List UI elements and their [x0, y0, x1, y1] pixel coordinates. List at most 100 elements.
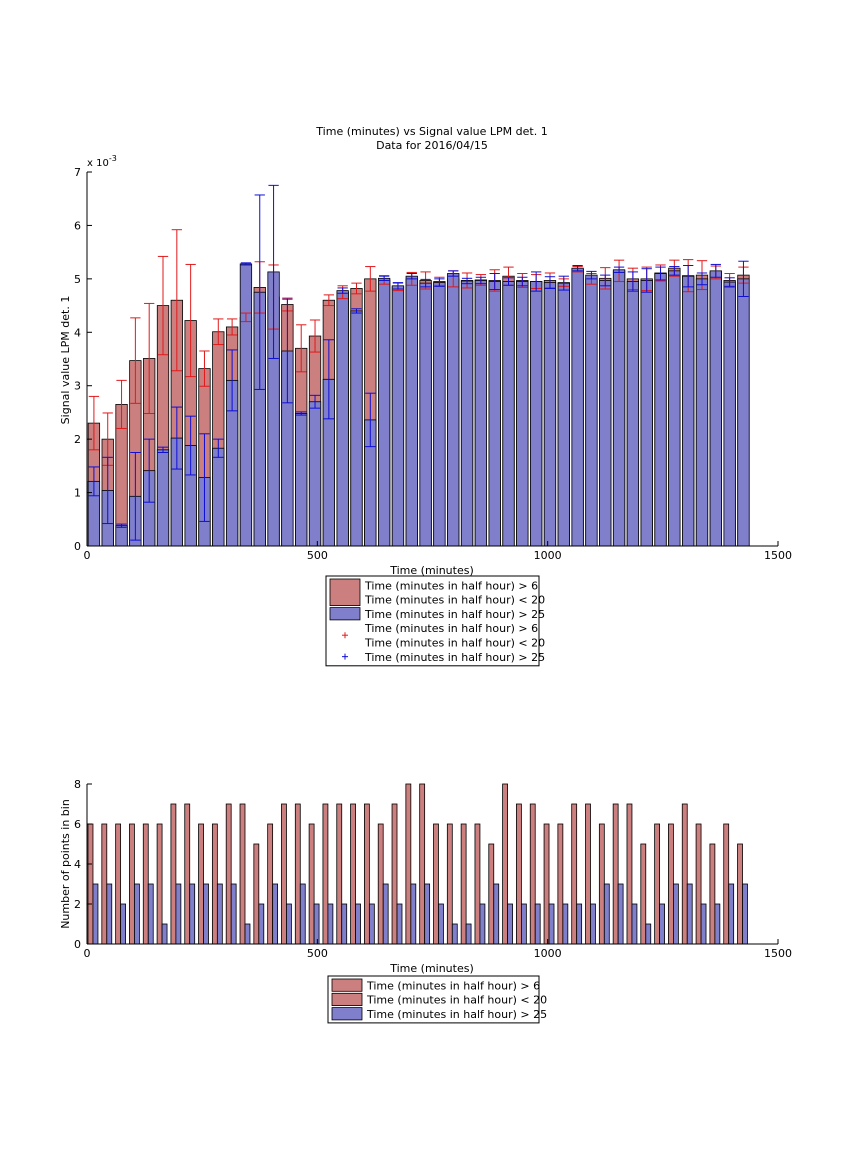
axes-layer: 0 500 1000 1500 0 2 4 6 8 [74, 778, 792, 960]
bar [239, 263, 253, 547]
x-tick-label: 500 [307, 947, 328, 960]
bar [668, 270, 681, 547]
bar [336, 803, 343, 945]
x-tick-label: 0 [84, 947, 91, 960]
bar [230, 883, 237, 945]
y-tick-label: 0 [74, 938, 81, 951]
bar [336, 290, 349, 547]
bar [626, 803, 633, 945]
bar [350, 310, 363, 547]
x-tick-label: 0 [84, 549, 91, 562]
bar [673, 883, 679, 945]
bar [92, 883, 99, 945]
bar [175, 883, 182, 945]
bar [419, 783, 426, 945]
bar [502, 783, 508, 945]
bar [562, 903, 569, 945]
bar [640, 843, 647, 945]
bar [106, 883, 113, 945]
bar [576, 903, 583, 945]
chart-subtitle: Data for 2016/04/15 [376, 139, 488, 152]
error-bars-layer [88, 184, 749, 541]
y-exponent-label: x 10-3 [87, 154, 117, 169]
bar [129, 823, 135, 945]
bar [465, 923, 472, 945]
legend-label: Time (minutes in half hour) > 25 [364, 651, 545, 664]
legend-swatch [331, 1007, 363, 1021]
bar [355, 903, 361, 945]
bar [645, 923, 652, 945]
bar [184, 803, 191, 945]
bar [405, 783, 412, 945]
bar [530, 281, 543, 547]
bar [723, 823, 730, 945]
bar [244, 923, 251, 945]
bar [368, 903, 375, 945]
bar [198, 823, 204, 945]
bar [571, 803, 578, 945]
bar [272, 883, 279, 945]
bar [363, 803, 370, 945]
y-tick-label: 6 [74, 219, 81, 232]
bar [87, 823, 94, 945]
y-tick-label: 6 [74, 818, 81, 831]
bar [115, 823, 122, 945]
bar [322, 803, 329, 945]
legend-label: Time (minutes in half hour) < 20 [366, 994, 547, 1007]
bar [474, 280, 488, 547]
bar [603, 883, 610, 945]
y-tick-label: 7 [74, 166, 81, 179]
bar [391, 285, 405, 547]
bar [548, 903, 555, 945]
y-tick-label: 5 [74, 273, 81, 286]
bar [161, 923, 168, 945]
bar [391, 803, 398, 945]
count-chart: 0 500 1000 1500 0 2 4 6 8 Time (minutes) Number … [59, 778, 792, 1024]
bar [590, 903, 596, 945]
legend-label: Time (minutes in half hour) > 6 [366, 979, 540, 992]
x-axis-label: Time (minutes) [389, 564, 474, 577]
bar [557, 823, 564, 945]
y-tick-label: 3 [74, 380, 81, 393]
bar [686, 883, 693, 945]
bar [714, 903, 721, 945]
bar [211, 823, 218, 945]
y-tick-label: 0 [74, 540, 81, 553]
bar [433, 823, 439, 945]
bar [295, 413, 308, 547]
legend-label: Time (minutes in half hour) > 25 [364, 608, 545, 621]
bar [101, 823, 108, 945]
y-axis-label: Number of points in bin [59, 799, 72, 929]
bar [654, 273, 667, 547]
bar [115, 525, 128, 547]
signal-chart: Time (minutes) vs Signal value LPM det. … [59, 125, 792, 667]
legend-swatch [331, 978, 363, 992]
bar [253, 843, 260, 945]
bar [216, 883, 223, 945]
x-tick-label: 500 [307, 549, 328, 562]
y-tick-label: 4 [74, 858, 81, 871]
bar [520, 903, 527, 945]
bar [396, 903, 403, 945]
bar [723, 281, 736, 547]
bar [294, 803, 301, 945]
bar [737, 843, 743, 945]
bar [493, 883, 500, 945]
legend-swatch [329, 607, 361, 621]
x-tick-label: 1000 [534, 549, 562, 562]
bar [410, 883, 417, 945]
bar [286, 903, 292, 945]
y-tick-label: 1 [74, 487, 81, 500]
bar [654, 823, 660, 945]
bar [377, 823, 384, 945]
x-tick-label: 1500 [764, 947, 792, 960]
bar [474, 823, 481, 945]
y-tick-label: 8 [74, 778, 81, 791]
bar [571, 267, 584, 547]
bar [156, 449, 170, 547]
bar [424, 883, 431, 945]
bar [543, 282, 557, 547]
bar [612, 803, 619, 945]
bar [438, 903, 444, 945]
